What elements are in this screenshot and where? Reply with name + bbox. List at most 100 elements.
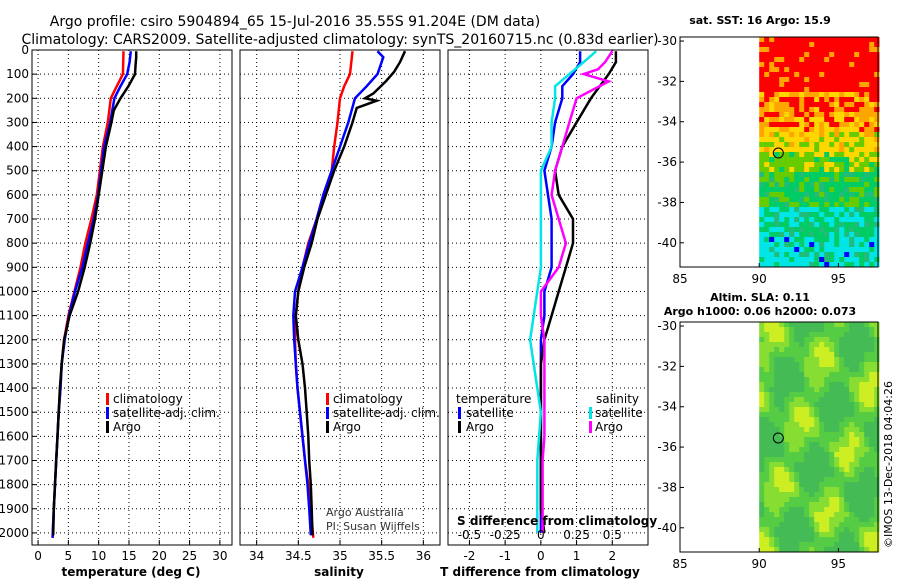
figure-title-line1: Argo profile: csiro 5904894_65 15-Jul-20… [50, 14, 540, 30]
map-cell [869, 252, 875, 258]
map-cell [824, 207, 830, 213]
map-cell [779, 57, 785, 63]
map-cell [844, 202, 850, 208]
map-cell [799, 167, 805, 173]
map-cell [839, 167, 845, 173]
map-cell [824, 532, 830, 538]
map-cell [819, 192, 825, 198]
map-cell [774, 257, 780, 263]
map-cell [849, 327, 855, 333]
map-cell [809, 247, 815, 253]
map-cell [814, 412, 820, 418]
map-cell [864, 517, 870, 523]
map-cell [864, 42, 870, 48]
map-cell [759, 377, 765, 383]
map-cell [839, 337, 845, 343]
map-cell [874, 232, 880, 238]
map-cell [864, 367, 870, 373]
map-cell [809, 227, 815, 233]
map-cell [784, 422, 790, 428]
map-cell [864, 217, 870, 223]
map-cell [854, 507, 860, 513]
map-cell [844, 52, 850, 58]
map-cell [824, 247, 830, 253]
map-cell [789, 382, 795, 388]
map-cell [814, 212, 820, 218]
map-cell [789, 147, 795, 153]
map-cell [759, 537, 765, 543]
map-cell [799, 372, 805, 378]
map-cell [779, 337, 785, 343]
map-cell [804, 442, 810, 448]
map-cell [819, 412, 825, 418]
map-cell [849, 112, 855, 118]
map-cell [804, 42, 810, 48]
ytick-label: 300 [6, 115, 29, 129]
map-cell [789, 392, 795, 398]
map-cell [784, 187, 790, 193]
map-cell [799, 122, 805, 128]
map-cell [824, 222, 830, 228]
map-cell [764, 192, 770, 198]
map-cell [809, 452, 815, 458]
map-cell [839, 217, 845, 223]
map-cell [759, 72, 765, 78]
map-cell [869, 412, 875, 418]
map-cell [794, 77, 800, 83]
map-cell [849, 402, 855, 408]
map-cell [824, 102, 830, 108]
map-cell [789, 167, 795, 173]
map-cell [829, 427, 835, 433]
map-cell [814, 407, 820, 413]
map-cell [799, 162, 805, 168]
map-cell [824, 162, 830, 168]
map-cell [854, 547, 860, 553]
map-cell [854, 422, 860, 428]
map-cell [809, 412, 815, 418]
map-cell [779, 472, 785, 478]
map-cell [859, 217, 865, 223]
map-cell [804, 337, 810, 343]
map-cell [794, 222, 800, 228]
map-cell [874, 247, 880, 253]
map-cell [769, 237, 775, 243]
map-cell [799, 367, 805, 373]
map-cell [824, 422, 830, 428]
map-cell [819, 537, 825, 543]
map-cell [809, 137, 815, 143]
map-cell [794, 347, 800, 353]
map-cell [764, 507, 770, 513]
map-cell [799, 497, 805, 503]
map-cell [854, 347, 860, 353]
map-cell [764, 67, 770, 73]
map-cell [849, 177, 855, 183]
map-cell [834, 462, 840, 468]
map-cell [854, 147, 860, 153]
map-cell [794, 152, 800, 158]
map-cell [779, 77, 785, 83]
map-cell [764, 197, 770, 203]
map-cell [804, 102, 810, 108]
map-cell [804, 412, 810, 418]
map-cell [804, 542, 810, 548]
map-cell [829, 242, 835, 248]
map-cell [824, 177, 830, 183]
map-cell [819, 202, 825, 208]
map-cell [789, 477, 795, 483]
map-cell [814, 352, 820, 358]
map-cell [779, 332, 785, 338]
map-cell [809, 382, 815, 388]
map-cell [794, 447, 800, 453]
map-cell [824, 122, 830, 128]
map-cell [814, 497, 820, 503]
map-cell [849, 222, 855, 228]
map-cell [849, 62, 855, 68]
map-cell [874, 397, 880, 403]
map-cell [809, 162, 815, 168]
map-cell [824, 527, 830, 533]
map-cell [864, 397, 870, 403]
map-cell [799, 77, 805, 83]
map-cell [824, 192, 830, 198]
map-cell [839, 37, 845, 43]
map-cell [759, 132, 765, 138]
